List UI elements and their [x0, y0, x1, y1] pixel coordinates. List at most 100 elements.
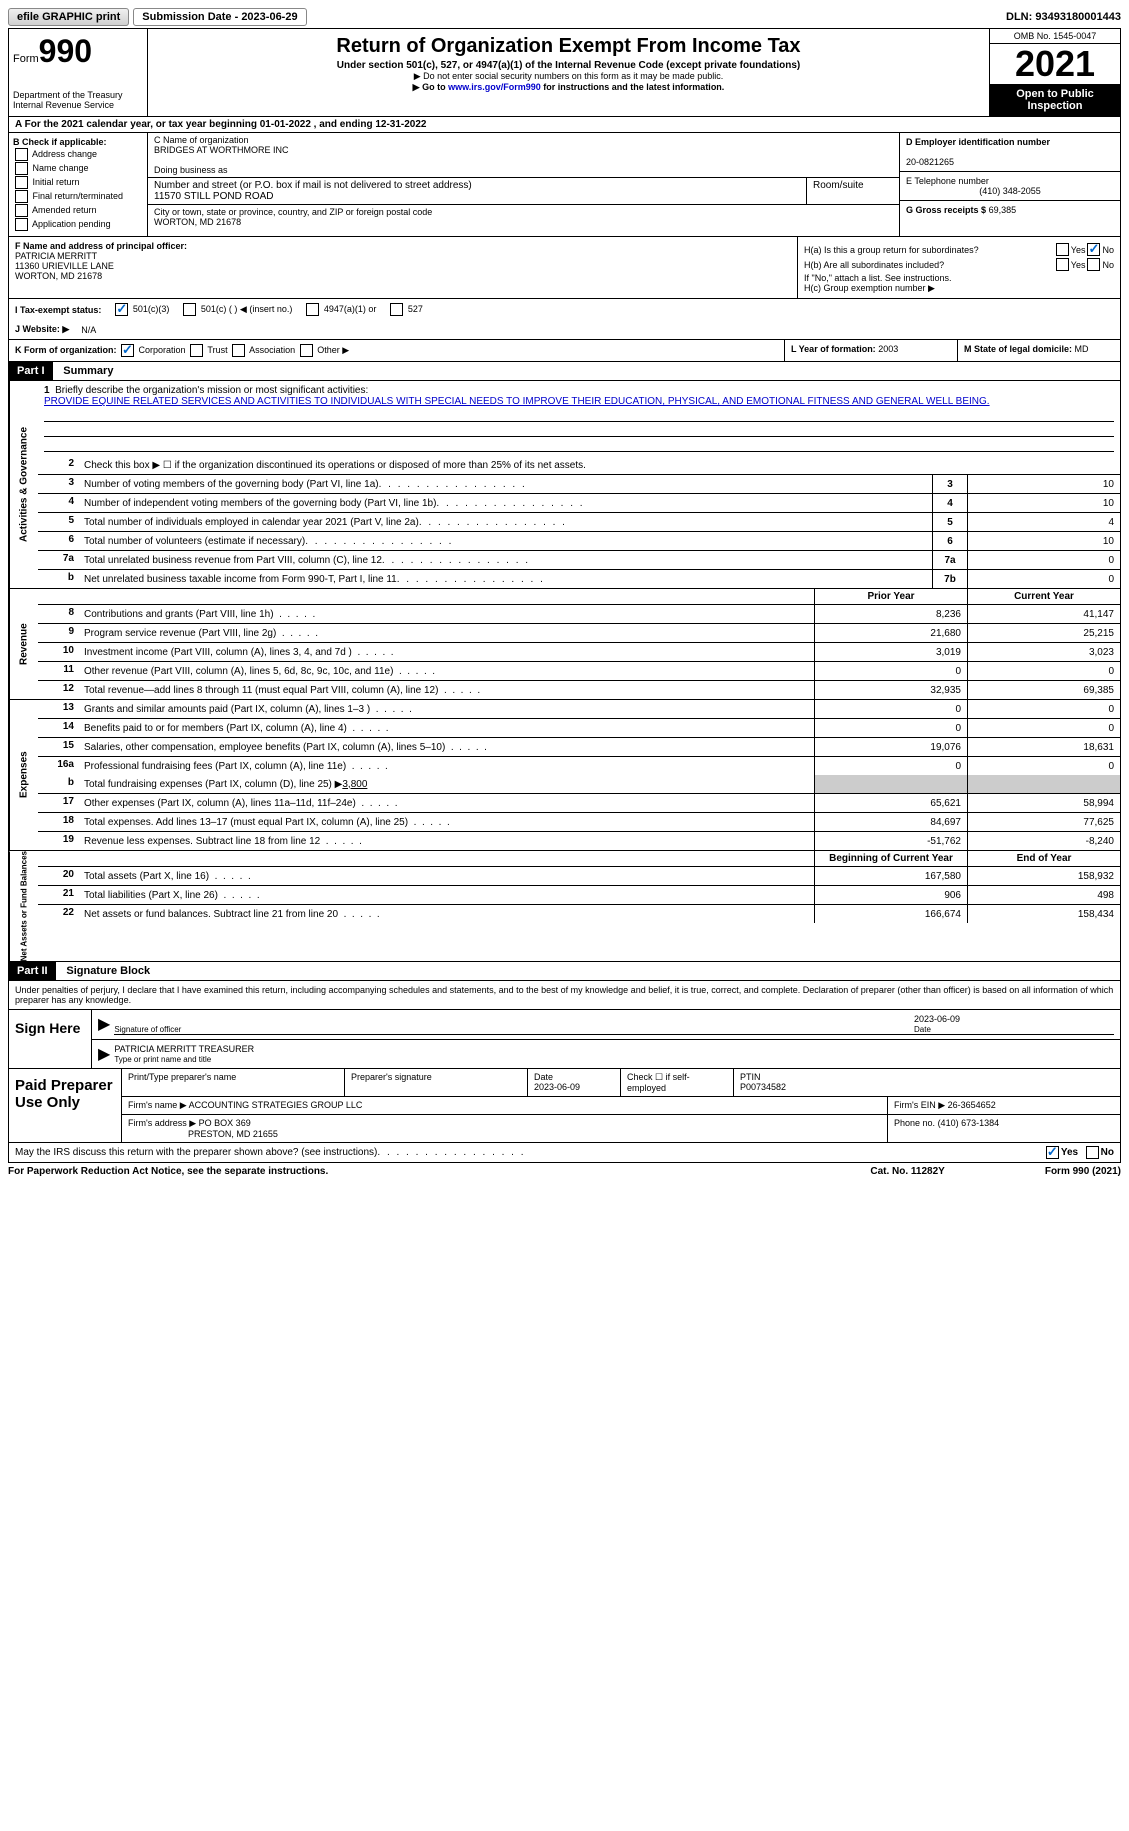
- line-text: Program service revenue (Part VIII, line…: [80, 624, 814, 642]
- line-prior: 8,236: [814, 605, 967, 623]
- line-num: 4: [38, 494, 80, 512]
- paperwork-notice: For Paperwork Reduction Act Notice, see …: [8, 1166, 328, 1177]
- discuss-yes[interactable]: [1046, 1146, 1059, 1159]
- chk-527[interactable]: [390, 303, 403, 316]
- cat-no: Cat. No. 11282Y: [870, 1166, 944, 1177]
- line-prior: 906: [814, 886, 967, 904]
- ha-yes[interactable]: [1056, 243, 1069, 256]
- line-text: Benefits paid to or for members (Part IX…: [80, 719, 814, 737]
- line-prior: 65,621: [814, 794, 967, 812]
- arrow-icon: ▶: [98, 1014, 110, 1035]
- irs-link[interactable]: www.irs.gov/Form990: [448, 82, 541, 92]
- firm-ein: 26-3654652: [948, 1100, 996, 1110]
- line-num: 17: [38, 794, 80, 812]
- footer-discuss: May the IRS discuss this return with the…: [8, 1143, 1121, 1163]
- sig-officer-label: Signature of officer: [114, 1025, 181, 1034]
- m-label: M State of legal domicile:: [964, 344, 1072, 354]
- line-current: 0: [967, 757, 1120, 775]
- hdr-end: End of Year: [967, 851, 1120, 866]
- hdr-begin: Beginning of Current Year: [814, 851, 967, 866]
- hb-yes[interactable]: [1056, 258, 1069, 271]
- line-box: 7a: [932, 551, 967, 569]
- form-word: Form: [13, 53, 39, 65]
- line-text: Total assets (Part X, line 16) . . . . .: [80, 867, 814, 885]
- note-goto-pre: ▶ Go to: [413, 82, 448, 92]
- line-text: Other revenue (Part VIII, column (A), li…: [80, 662, 814, 680]
- line-current: 0: [967, 719, 1120, 737]
- line-num: 10: [38, 643, 80, 661]
- line-val: 0: [967, 570, 1120, 588]
- chk-501c[interactable]: [183, 303, 196, 316]
- line-text: Other expenses (Part IX, column (A), lin…: [80, 794, 814, 812]
- row-a-pre: A For the 2021 calendar year, or tax yea…: [15, 119, 260, 130]
- line-current: 69,385: [967, 681, 1120, 699]
- line-current: 498: [967, 886, 1120, 904]
- arrow-icon: ▶: [98, 1044, 110, 1064]
- chk-assoc[interactable]: [232, 344, 245, 357]
- line-current: 158,932: [967, 867, 1120, 885]
- form-title: Return of Organization Exempt From Incom…: [152, 35, 985, 58]
- chk-trust[interactable]: [190, 344, 203, 357]
- org-name: BRIDGES AT WORTHMORE INC: [154, 145, 893, 155]
- line-text: Total expenses. Add lines 13–17 (must eq…: [80, 813, 814, 831]
- line-val: 10: [967, 475, 1120, 493]
- line-num: 18: [38, 813, 80, 831]
- sig-date: 2023-06-09: [914, 1014, 960, 1024]
- line-current: 18,631: [967, 738, 1120, 756]
- part2-hdr: Part II: [9, 962, 56, 980]
- line-num: 3: [38, 475, 80, 493]
- top-bar: efile GRAPHIC print Submission Date - 20…: [8, 8, 1121, 26]
- line-prior: 84,697: [814, 813, 967, 831]
- form-ref: Form 990 (2021): [1045, 1166, 1121, 1177]
- side-exp: Expenses: [9, 700, 38, 850]
- officer-addr1: 11360 URIEVILLE LANE: [15, 261, 114, 271]
- chk-name: Name change: [13, 162, 143, 175]
- prep-date: 2023-06-09: [534, 1082, 580, 1092]
- line-box: 3: [932, 475, 967, 493]
- b-label: B Check if applicable:: [13, 137, 107, 147]
- dba-label: Doing business as: [154, 165, 893, 175]
- paid-preparer-label: Paid Preparer Use Only: [9, 1069, 122, 1142]
- line-box: 5: [932, 513, 967, 531]
- ein-label: D Employer identification number: [906, 137, 1050, 147]
- ha-no[interactable]: [1087, 243, 1100, 256]
- line-text: Net assets or fund balances. Subtract li…: [80, 905, 814, 923]
- tax-year: 2021: [990, 44, 1120, 84]
- chk-4947[interactable]: [306, 303, 319, 316]
- dln: DLN: 93493180001443: [1006, 11, 1121, 23]
- prep-sig-label: Preparer's signature: [345, 1069, 528, 1096]
- line-current: 25,215: [967, 624, 1120, 642]
- officer-addr2: WORTON, MD 21678: [15, 271, 102, 281]
- line-num: 14: [38, 719, 80, 737]
- chk-other[interactable]: [300, 344, 313, 357]
- ha-label: H(a) Is this a group return for subordin…: [804, 245, 1054, 255]
- line-text: Net unrelated business taxable income fr…: [80, 570, 932, 588]
- discuss-no[interactable]: [1086, 1146, 1099, 1159]
- sig-name-title: PATRICIA MERRITT TREASURER: [114, 1044, 254, 1054]
- i-label: I Tax-exempt status:: [15, 305, 101, 315]
- chk-corp[interactable]: [121, 344, 134, 357]
- state-domicile: MD: [1075, 344, 1089, 354]
- line-prior: 32,935: [814, 681, 967, 699]
- chk-501c3[interactable]: [115, 303, 128, 316]
- firm-addr-label: Firm's address ▶: [128, 1118, 196, 1128]
- efile-button[interactable]: efile GRAPHIC print: [8, 8, 129, 26]
- line-val: 0: [967, 551, 1120, 569]
- row-i: I Tax-exempt status: 501(c)(3) 501(c) ( …: [8, 299, 1121, 320]
- chk-final: Final return/terminated: [13, 190, 143, 203]
- phone-label: E Telephone number: [906, 176, 989, 186]
- firm-name: ACCOUNTING STRATEGIES GROUP LLC: [189, 1100, 363, 1110]
- line-prior: 21,680: [814, 624, 967, 642]
- hb-no[interactable]: [1087, 258, 1100, 271]
- line-prior: -51,762: [814, 832, 967, 850]
- note-goto-post: for instructions and the latest informat…: [541, 82, 725, 92]
- part1-hdr: Part I: [9, 362, 53, 380]
- line-prior: 166,674: [814, 905, 967, 923]
- line-text: Professional fundraising fees (Part IX, …: [80, 757, 814, 775]
- chk-pending: Application pending: [13, 218, 143, 231]
- hc-label: H(c) Group exemption number ▶: [804, 283, 1114, 294]
- line-val: 4: [967, 513, 1120, 531]
- line-prior: 167,580: [814, 867, 967, 885]
- l-label: L Year of formation:: [791, 344, 876, 354]
- line-num: 5: [38, 513, 80, 531]
